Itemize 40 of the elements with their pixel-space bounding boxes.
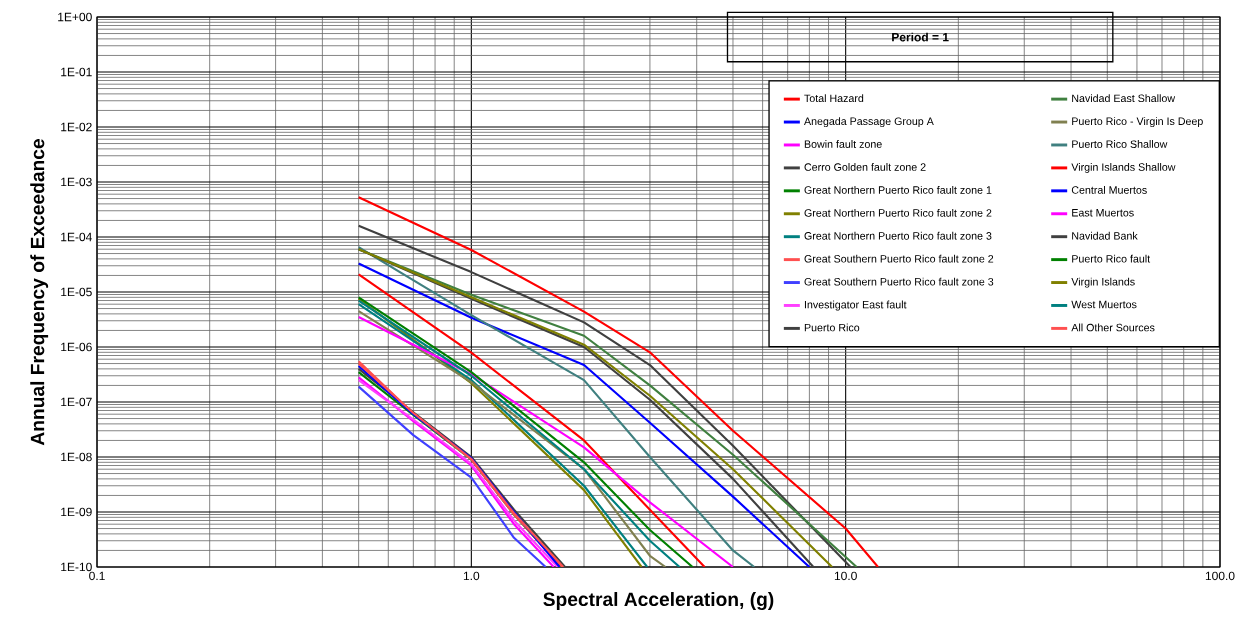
y-axis-title: Annual Frequency of Exceedance — [30, 139, 49, 446]
legend-label: Puerto Rico — [804, 323, 860, 332]
y-tick-label: 1E-03 — [61, 177, 92, 187]
legend-label: Puerto Rico fault — [1072, 254, 1151, 263]
y-tick-label: 1E-02 — [61, 122, 92, 132]
x-axis-title: Spectral Acceleration, (g) — [543, 592, 774, 611]
legend-label: Puerto Rico - Virgin Is Deep — [1072, 117, 1203, 128]
legend-label: Great Southern Puerto Rico fault zone 2 — [804, 254, 994, 263]
legend-label: Virgin Islands — [1071, 277, 1135, 288]
y-tick-label: 1E-07 — [61, 397, 92, 407]
legend-label: Great Northern Puerto Rico fault zone 1 — [804, 185, 992, 194]
legend-label: Navidad East Shallow — [1072, 94, 1176, 103]
legend-label: Virgin Islands Shallow — [1071, 163, 1176, 173]
legend-label: Puerto Rico Shallow — [1072, 140, 1168, 148]
y-tick-label: 1E-04 — [61, 232, 92, 242]
text: Period = 1 — [892, 32, 949, 42]
legend-label: Anegada Passage Group A — [804, 117, 934, 128]
x-tick-label: 1.0 — [463, 571, 480, 581]
y-tick-label: 1E-08 — [61, 452, 92, 462]
legend-label: All Other Sources — [1071, 323, 1155, 332]
legend-label: Great Northern Puerto Rico fault zone 2 — [804, 208, 992, 217]
y-tick-label: 1E-05 — [61, 287, 92, 297]
x-tick-label: 100.0 — [1205, 571, 1235, 581]
legend-label: Cerro Golden fault zone 2 — [804, 163, 926, 171]
legend-label: Investigator East fault — [804, 300, 907, 311]
y-tick-label: 1E+00 — [58, 12, 92, 22]
x-tick-label: 0.1 — [89, 571, 105, 581]
legend-label: Bowin fault zone — [804, 140, 882, 148]
legend-label: Central Muertos — [1071, 185, 1147, 194]
legend-label: West Muertos — [1071, 300, 1137, 309]
y-tick-label: 1E-09 — [61, 507, 92, 517]
y-tick-label: 1E-06 — [61, 342, 92, 352]
legend-label: Great Southern Puerto Rico fault zone 3 — [804, 277, 994, 286]
legend-label: Total Hazard — [804, 94, 864, 103]
legend-label: Navidad Bank — [1072, 231, 1138, 240]
legend-label: East Muertos — [1072, 209, 1134, 217]
y-tick-label: 1E-01 — [61, 67, 92, 77]
x-tick-label: 10.0 — [834, 571, 857, 581]
y-tick-label: 1E-10 — [61, 562, 92, 572]
legend-label: Great Northern Puerto Rico fault zone 3 — [804, 231, 992, 240]
